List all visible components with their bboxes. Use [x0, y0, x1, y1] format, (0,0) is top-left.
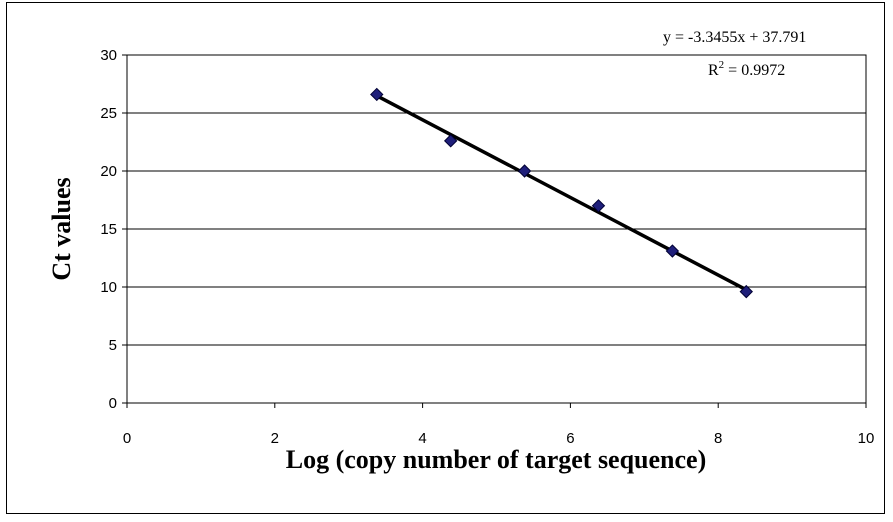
y-tick-label-0: 0 — [109, 395, 117, 412]
y-tick-label-20: 20 — [100, 163, 117, 180]
x-tick-label-0: 0 — [123, 430, 131, 447]
x-tick-label-8: 8 — [714, 430, 722, 447]
data-points — [370, 87, 753, 299]
x-tick-label-10: 10 — [858, 430, 875, 447]
r-squared-superscript: 2 — [719, 59, 725, 71]
data-point-2 — [443, 134, 458, 148]
r-squared-label: R2 = 0.9972 — [708, 59, 785, 79]
data-point-3 — [517, 164, 532, 178]
r-squared-value: = 0.9972 — [724, 62, 785, 79]
gridlines — [127, 112, 866, 346]
axes: 0 5 10 15 20 25 30 0 2 4 6 8 10 — [100, 47, 874, 447]
r-squared-r: R — [708, 62, 719, 79]
y-tick-label-10: 10 — [100, 279, 117, 296]
data-point-4 — [591, 199, 606, 213]
x-tick-label-6: 6 — [566, 430, 574, 447]
data-point-6 — [739, 284, 753, 299]
y-axis-title: Ct values — [47, 177, 76, 280]
data-point-1 — [370, 87, 384, 102]
x-tick-label-2: 2 — [271, 430, 279, 447]
x-tick-label-4: 4 — [418, 430, 426, 447]
y-tick-label-5: 5 — [109, 337, 117, 354]
trendline-group — [375, 94, 749, 292]
y-tick-label-15: 15 — [100, 221, 117, 238]
x-axis-title: Log (copy number of target sequence) — [286, 445, 707, 474]
y-tick-label-30: 30 — [100, 47, 117, 64]
data-point-5 — [665, 244, 680, 258]
y-tick-label-25: 25 — [100, 105, 117, 122]
trendline — [375, 94, 749, 292]
trendline-equation: y = -3.3455x + 37.791 — [663, 29, 806, 46]
